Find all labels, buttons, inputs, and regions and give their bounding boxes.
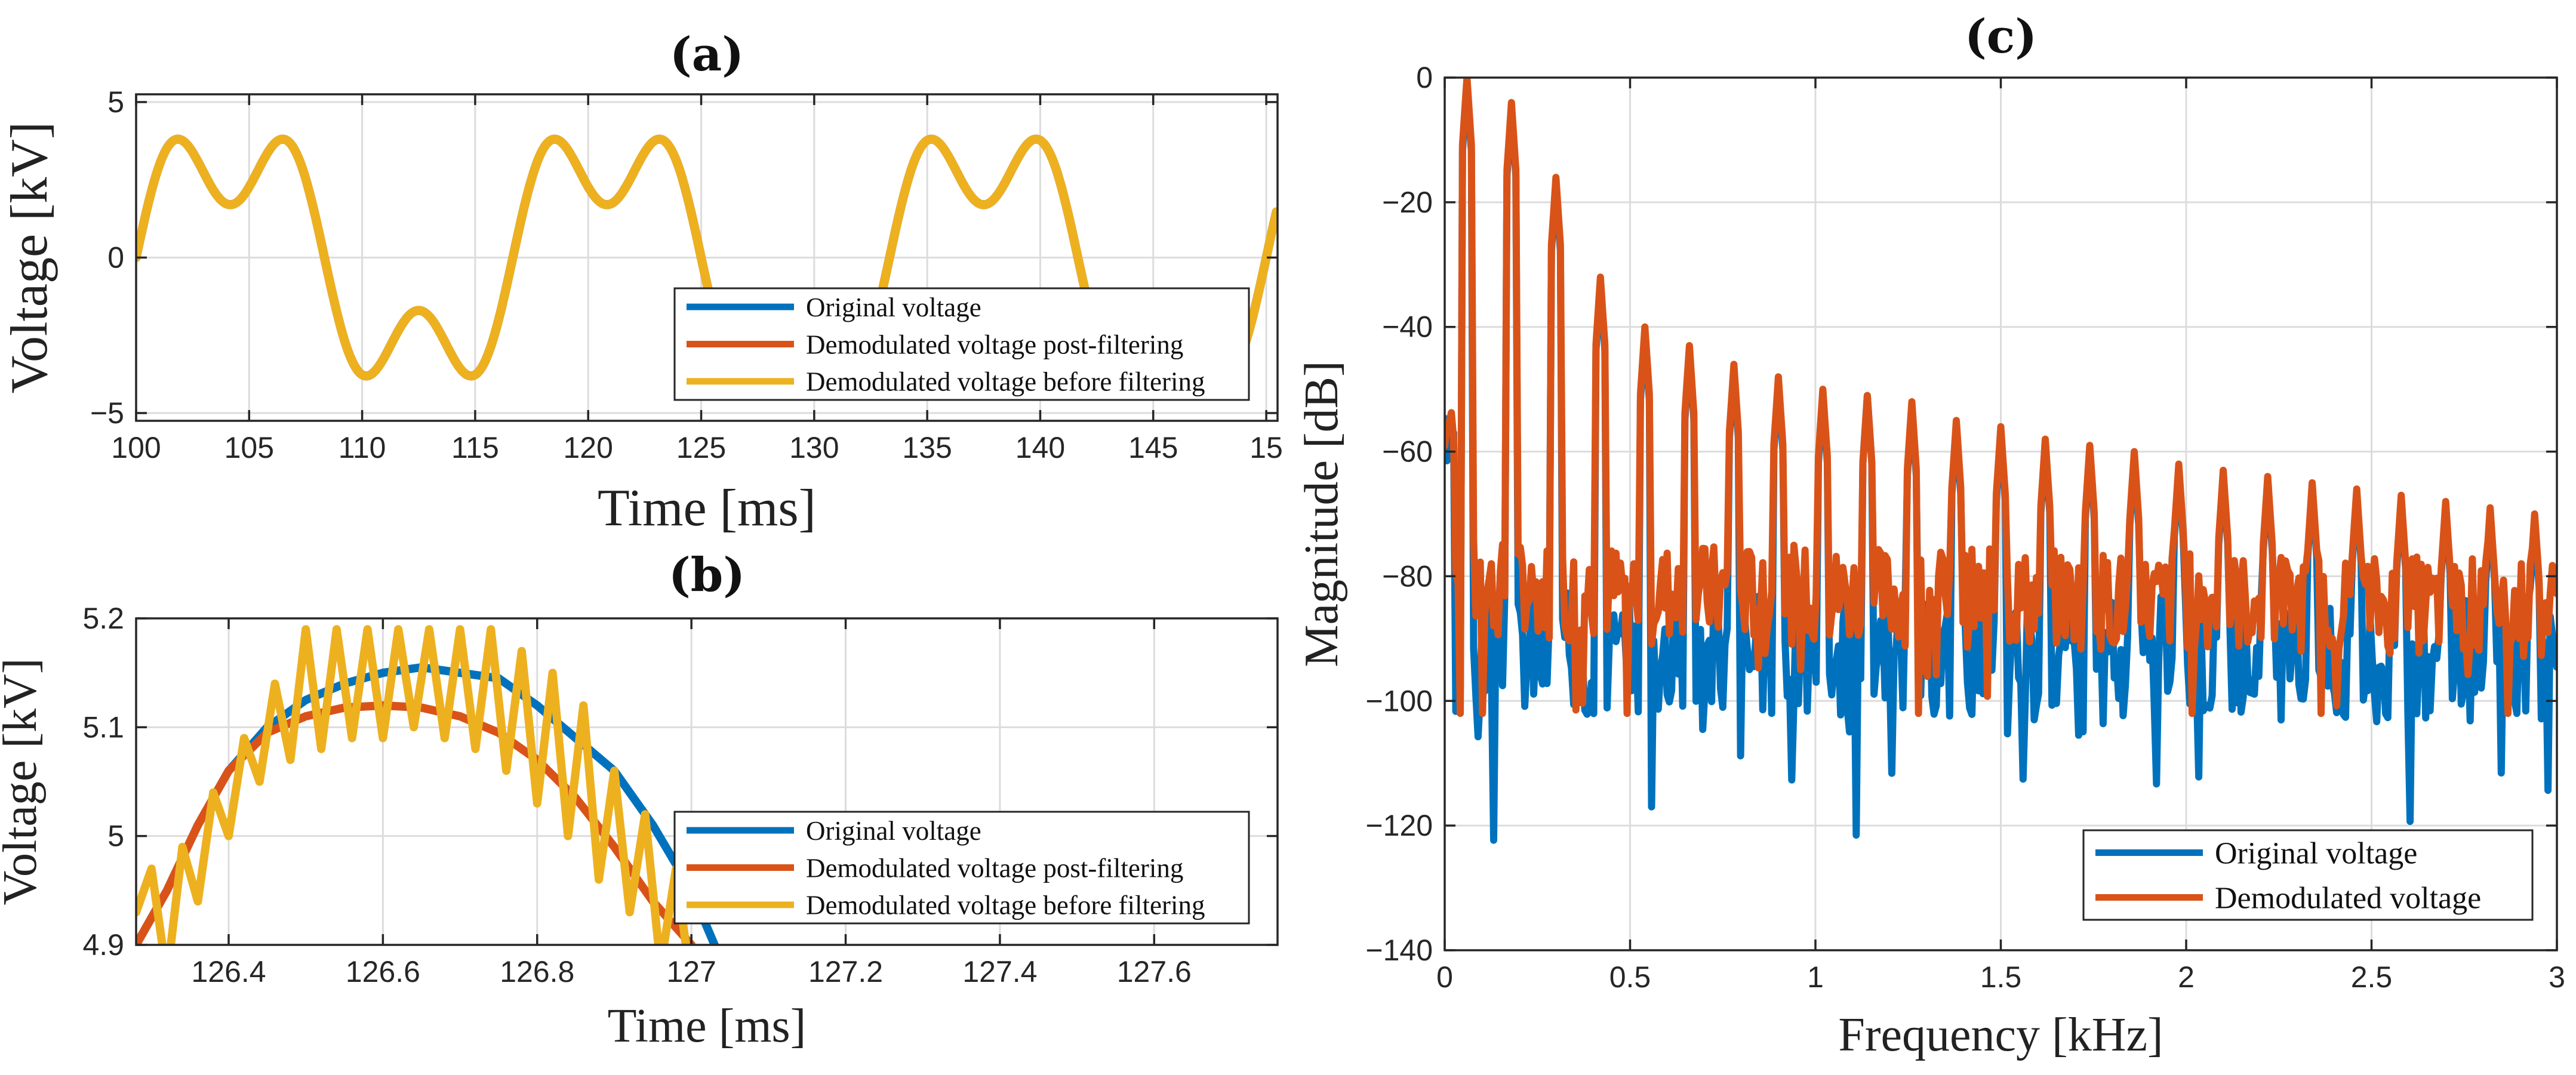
x-tick-label: 100 bbox=[111, 431, 161, 464]
y-axis-label: Magnitude [dB] bbox=[1295, 361, 1348, 667]
x-tick-label: 127.4 bbox=[962, 955, 1037, 988]
y-tick-label: −60 bbox=[1382, 435, 1433, 469]
x-tick-label: 0.5 bbox=[1609, 960, 1651, 994]
y-axis-label: Voltage [kV] bbox=[1, 122, 59, 393]
series-group bbox=[136, 625, 719, 945]
legend-entry: Demodulated voltage bbox=[2215, 882, 2481, 916]
legend-entry: Original voltage bbox=[2215, 837, 2417, 871]
x-tick-label: 127 bbox=[666, 955, 716, 988]
legend-entry: Demodulated voltage post-filtering bbox=[806, 853, 1183, 883]
x-tick-label: 140 bbox=[1015, 431, 1065, 464]
y-tick-label: −80 bbox=[1382, 559, 1433, 593]
legend-entry: Original voltage bbox=[806, 816, 981, 846]
legend-entry: Original voltage bbox=[806, 292, 981, 322]
x-tick-label: 127.6 bbox=[1117, 955, 1192, 988]
y-tick-label: 4.9 bbox=[82, 928, 124, 962]
y-tick-label: −5 bbox=[90, 396, 124, 430]
y-axis-label: Voltage [kV] bbox=[0, 658, 47, 905]
x-tick-label: 145 bbox=[1128, 431, 1178, 464]
x-axis-label: Time [ms] bbox=[608, 1000, 807, 1052]
x-tick-label: 3 bbox=[2549, 960, 2565, 994]
x-tick-label: 125 bbox=[676, 431, 726, 464]
x-axis-label: Time [ms] bbox=[598, 479, 816, 537]
x-axis-label: Frequency [kHz] bbox=[1838, 1009, 2163, 1061]
x-tick-label: 135 bbox=[902, 431, 952, 464]
x-tick-label: 0 bbox=[1436, 960, 1453, 994]
x-tick-label: 120 bbox=[564, 431, 613, 464]
x-tick-label: 1 bbox=[1807, 960, 1824, 994]
x-tick-label: 126.8 bbox=[500, 955, 574, 988]
legend-entry: Demodulated voltage before filtering bbox=[806, 367, 1205, 397]
legend: Original voltage Demodulated voltage post… bbox=[673, 811, 1250, 925]
y-tick-label: −140 bbox=[1365, 934, 1433, 967]
x-tick-label: 105 bbox=[224, 431, 274, 464]
legend: Original voltage Demodulated voltage bbox=[2082, 829, 2534, 921]
series-group bbox=[1445, 78, 2557, 844]
y-tick-label: 0 bbox=[107, 241, 124, 275]
x-tick-label: 126.4 bbox=[191, 955, 266, 988]
x-tick-label: 15 bbox=[1249, 431, 1283, 464]
series-demodulated-voltage bbox=[1445, 78, 2557, 717]
panel-title: (b) bbox=[669, 548, 745, 602]
chart-panel-c: 0 0.5 1 1.5 2 2.5 3 −140 −120 −100 −80 −60 −40 −20 0 (c… bbox=[1295, 10, 2565, 1061]
chart-panel-a: 100 105 110 115 120 125 130 135 140 145 15 −5 0 5 (a) T… bbox=[1, 27, 1283, 537]
series-demodulated-voltage-before-filtering bbox=[136, 625, 690, 945]
y-tick-label: 5.1 bbox=[82, 710, 124, 744]
x-tick-label: 1.5 bbox=[1980, 960, 2022, 994]
y-tick-label: 5.2 bbox=[82, 602, 124, 635]
x-tick-label: 115 bbox=[451, 431, 499, 464]
x-tick-label: 2.5 bbox=[2351, 960, 2393, 994]
panel-title: (c) bbox=[1965, 10, 2037, 64]
y-tick-label: 5 bbox=[107, 820, 124, 853]
legend-entry: Demodulated voltage before filtering bbox=[806, 891, 1205, 920]
x-tick-label: 110 bbox=[338, 431, 386, 464]
chart-panel-b: 126.4 126.6 126.8 127 127.2 127.4 127.6 4.9 5 5.1… bbox=[0, 548, 1279, 1052]
axis-box bbox=[135, 617, 1279, 946]
legend-entry: Demodulated voltage post-filtering bbox=[806, 329, 1183, 359]
y-tick-label: −100 bbox=[1365, 684, 1433, 717]
y-tick-label: 5 bbox=[107, 85, 124, 119]
x-tick-label: 2 bbox=[2178, 960, 2195, 994]
x-tick-label: 130 bbox=[789, 431, 839, 464]
legend-box bbox=[2082, 829, 2534, 921]
x-tick-label: 126.6 bbox=[346, 955, 420, 988]
y-tick-label: 0 bbox=[1416, 61, 1433, 94]
y-tick-label: −20 bbox=[1382, 186, 1433, 219]
y-tick-label: −40 bbox=[1382, 310, 1433, 344]
y-tick-label: −120 bbox=[1365, 809, 1433, 842]
legend: Original voltage Demodulated voltage post… bbox=[673, 287, 1250, 401]
x-tick-label: 127.2 bbox=[808, 955, 883, 988]
panel-title: (a) bbox=[670, 27, 744, 82]
